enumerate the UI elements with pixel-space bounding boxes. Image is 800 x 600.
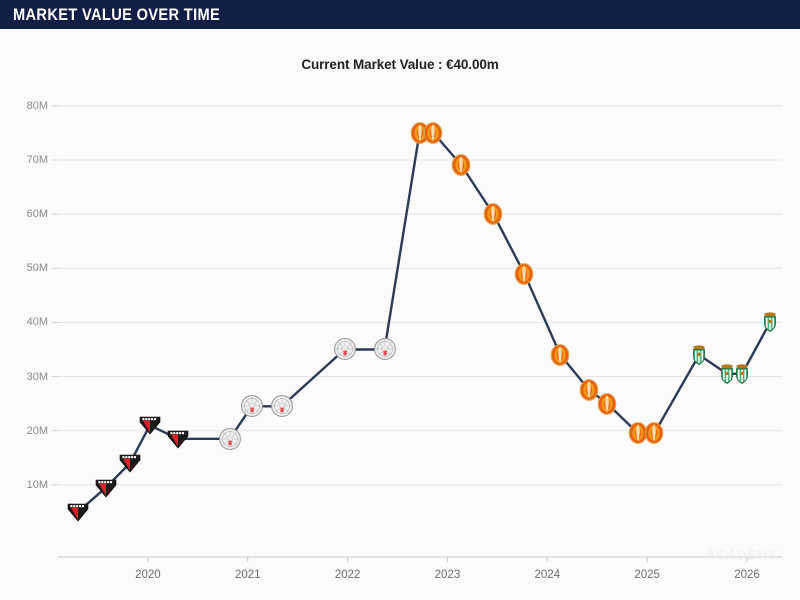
- y-tick-label: 80M: [26, 99, 48, 112]
- y-axis: 10M 20M 30M 40M 50M 60M 70M 80M: [0, 29, 48, 600]
- watermark: ACADEMY: [706, 547, 778, 562]
- y-tick-label: 60M: [26, 208, 48, 221]
- y-tick-label: 20M: [26, 424, 48, 437]
- data-point-badge-shakhtar[interactable]: [641, 420, 667, 446]
- data-point-badge-shakhtar[interactable]: [420, 120, 446, 146]
- data-point-badge-real-madrid[interactable]: [217, 426, 243, 452]
- data-point-badge-shakhtar[interactable]: [407, 120, 433, 146]
- data-point-badge-sao-paulo[interactable]: [65, 499, 91, 525]
- chart-subtitle: Current Market Value : €40.00m: [301, 57, 499, 72]
- x-tick-label: 2022: [334, 569, 361, 581]
- y-tick-label: 10M: [26, 478, 48, 491]
- plot-area: 10M 20M 30M 40M 50M 60M 70M 80M 2020 2021 2022 202…: [0, 29, 800, 600]
- x-tick-label: 2024: [534, 569, 561, 581]
- x-tick-label: 2020: [135, 569, 161, 581]
- y-tick-label: 50M: [26, 262, 48, 275]
- data-point-badge-sao-paulo[interactable]: [165, 426, 191, 452]
- data-point-badge-real-betis[interactable]: [757, 309, 783, 335]
- data-point-badge-shakhtar[interactable]: [576, 377, 602, 403]
- data-point-badge-shakhtar[interactable]: [511, 261, 537, 287]
- page-title: MARKET VALUE OVER TIME: [13, 4, 221, 24]
- y-tick-label: 70M: [26, 153, 48, 166]
- data-point-badge-sao-paulo[interactable]: [117, 450, 143, 476]
- data-point-badge-sao-paulo[interactable]: [93, 475, 119, 501]
- x-tick-label: 2021: [234, 569, 261, 581]
- data-point-badge-shakhtar[interactable]: [547, 342, 573, 368]
- data-point-badge-shakhtar[interactable]: [448, 152, 474, 178]
- data-point-badge-real-madrid[interactable]: [332, 336, 358, 362]
- x-axis: 2020 2021 2022 2023 2024 2025 2026: [0, 29, 800, 600]
- data-point-badge-real-betis[interactable]: [686, 342, 712, 368]
- data-point-badge-real-madrid[interactable]: [372, 336, 398, 362]
- header-bar: MARKET VALUE OVER TIME: [0, 0, 800, 29]
- data-point-badge-real-betis[interactable]: [729, 361, 755, 387]
- x-tick-label: 2026: [734, 569, 760, 581]
- data-point-badge-shakhtar[interactable]: [625, 420, 651, 446]
- data-point-badge-shakhtar[interactable]: [594, 391, 620, 417]
- y-tick-label: 30M: [26, 370, 48, 383]
- data-point-badge-real-betis[interactable]: [714, 361, 740, 387]
- x-tick-label: 2025: [634, 569, 660, 581]
- chart-svg: [52, 105, 782, 562]
- data-point-badge-sao-paulo[interactable]: [137, 412, 163, 438]
- chart-card: Current Market Value : €40.00m 10M 20M 30M…: [0, 29, 800, 600]
- data-point-badge-real-madrid[interactable]: [239, 393, 265, 419]
- data-point-badge-shakhtar[interactable]: [480, 201, 506, 227]
- y-tick-label: 40M: [26, 316, 48, 329]
- x-tick-label: 2023: [434, 569, 461, 581]
- data-point-badge-real-madrid[interactable]: [269, 393, 295, 419]
